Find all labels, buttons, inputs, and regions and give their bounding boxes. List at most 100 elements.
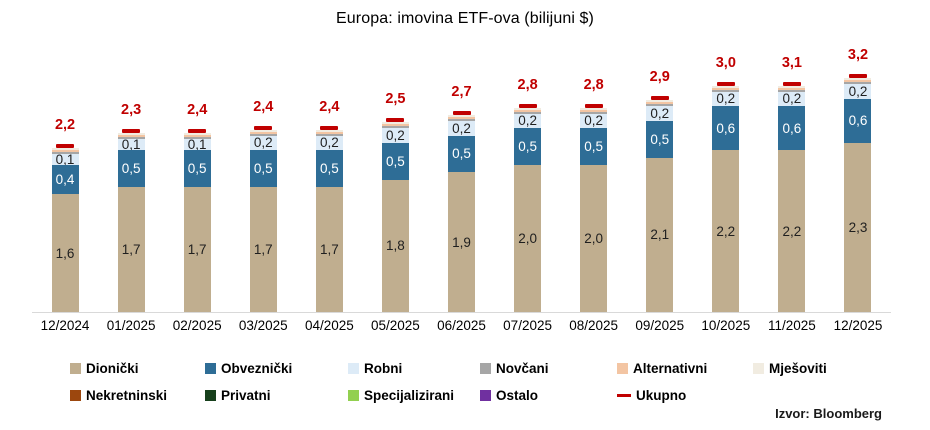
bar-column: 2,4 0,2 0,5 1,7 [230, 29, 296, 312]
bar-segment-robni: 0,2 [646, 106, 674, 121]
bar-segment-dionicki: 2,0 [514, 165, 542, 312]
total-label: 2,8 [583, 76, 604, 93]
x-axis-label: 02/2025 [172, 318, 222, 333]
bar-segment-dionicki: 2,2 [778, 150, 806, 312]
bar-segment-robni: 0,2 [315, 135, 343, 151]
legend-item-nekretninski: Nekretninski [70, 388, 205, 403]
bar-segment-obveznicki: 0,5 [448, 135, 475, 173]
legend-label: Dionički [86, 361, 139, 376]
x-axis-labels: 12/2024 01/2025 02/2025 03/2025 04/2025 05/20… [32, 318, 891, 333]
bar-segment-dionicki: 2,2 [712, 150, 740, 312]
obveznicki-swatch [205, 363, 216, 374]
bar-segment-dionicki: 1,7 [315, 187, 343, 312]
legend-item-specijalizirani: Specijalizirani [348, 388, 480, 403]
x-axis-label: 05/2025 [371, 318, 420, 333]
x-axis-label: 10/2025 [701, 318, 751, 333]
legend-label: Privatni [221, 388, 271, 403]
novcani-swatch [480, 363, 491, 374]
bar-segment-alternativni [315, 131, 343, 134]
chart-title: Europa: imovina ETF-ova (bilijuni $) [336, 10, 594, 27]
x-axis-label: 11/2025 [767, 318, 816, 333]
dionicki-swatch [70, 363, 81, 374]
bar-segment-mjesoviti [514, 107, 542, 110]
x-axis-label: 06/2025 [437, 318, 486, 333]
bar-segment-novcani [514, 111, 542, 114]
legend: Dionički Obveznički Robni Novčani Alternativ… [70, 361, 930, 403]
bar-segment-mjesoviti [580, 107, 608, 110]
bar-segment-novcani [448, 118, 475, 121]
x-axis-label: 12/2025 [833, 318, 883, 333]
legend-item-ukupno: Ukupno [617, 388, 753, 403]
legend-item-obveznicki: Obveznički [205, 361, 348, 376]
bar-segment-mjesoviti [249, 129, 277, 132]
total-label: 2,4 [319, 98, 340, 115]
bar-segment-obveznicki: 0,5 [315, 150, 343, 187]
mjesoviti-swatch [753, 363, 764, 374]
ukupno-marker [518, 103, 537, 108]
bar-segment-dionicki: 1,7 [183, 187, 211, 312]
bar-column: 2,3 0,1 0,5 1,7 [98, 29, 164, 312]
legend-label: Ukupno [636, 388, 687, 403]
bar-segment-novcani [381, 126, 409, 129]
bar-segment-mjesoviti [844, 78, 872, 81]
bar-segment-novcani [646, 104, 674, 107]
total-label: 2,9 [649, 69, 670, 86]
bar-segment-mjesoviti [778, 85, 806, 88]
bar-segment-alternativni [51, 150, 79, 153]
bar-segment-novcani [117, 137, 145, 140]
total-label: 2,4 [253, 98, 274, 115]
bar-column: 2,2 0,1 0,4 1,6 [32, 29, 98, 312]
bar-segment-dionicki: 1,9 [448, 172, 475, 312]
bar-segment-robni: 0,1 [51, 153, 79, 166]
bar-segment-alternativni [381, 124, 409, 127]
bar-segment-obveznicki: 0,5 [580, 128, 608, 165]
ukupno-marker [254, 125, 273, 130]
ukupno-dash-swatch [617, 394, 631, 397]
legend-label: Mješoviti [769, 361, 827, 376]
bar-segment-obveznicki: 0,5 [117, 150, 145, 187]
total-label: 2,5 [385, 91, 406, 108]
privatni-swatch [205, 390, 216, 401]
bar-column: 2,8 0,2 0,5 2,0 [561, 29, 627, 312]
bar-segment-alternativni [844, 80, 872, 83]
bar-segment-robni: 0,2 [844, 84, 872, 99]
x-axis-label: 07/2025 [503, 318, 552, 333]
bar-segment-alternativni [580, 109, 608, 112]
bar-segment-alternativni [646, 102, 674, 105]
legend-item-privatni: Privatni [205, 388, 348, 403]
bar-column: 2,4 0,2 0,5 1,7 [296, 29, 362, 312]
bar-segment-robni: 0,2 [580, 113, 608, 129]
x-axis-label: 09/2025 [635, 318, 685, 333]
bar-segment-obveznicki: 0,5 [381, 142, 409, 180]
bar-segment-alternativni [448, 116, 475, 119]
bar-column: 2,5 0,2 0,5 1,8 [362, 29, 428, 312]
bar-segment-alternativni [778, 87, 806, 90]
legend-label: Alternativni [633, 361, 708, 376]
x-axis-label: 04/2025 [304, 318, 354, 333]
bar-segment-robni: 0,2 [514, 113, 542, 129]
bar-segment-robni: 0,1 [117, 138, 145, 151]
total-label: 2,4 [187, 102, 208, 119]
legend-label: Ostalo [496, 388, 539, 403]
bar-column: 2,4 0,1 0,5 1,7 [164, 29, 230, 312]
bar-segment-robni: 0,2 [712, 91, 740, 107]
bar-segment-obveznicki: 0,5 [249, 150, 277, 187]
legend-item-alternativni: Alternativni [617, 361, 753, 376]
total-label: 2,8 [517, 76, 538, 93]
legend-label: Novčani [496, 361, 549, 376]
ukupno-marker [584, 103, 603, 108]
bar-segment-dionicki: 2,1 [646, 157, 674, 312]
ukupno-marker [56, 144, 75, 149]
ukupno-marker [122, 129, 141, 134]
bar-column: 3,2 0,2 0,6 2,3 [825, 29, 891, 312]
bar-segment-novcani [778, 89, 806, 92]
bar-segment-mjesoviti [315, 129, 343, 132]
bar-segment-alternativni [249, 131, 277, 134]
bar-segment-dionicki: 1,8 [381, 179, 409, 312]
x-axis-label: 12/2024 [40, 318, 90, 333]
bar-segment-novcani [51, 152, 79, 155]
total-label: 3,0 [715, 54, 736, 71]
total-label: 2,3 [121, 102, 142, 119]
bar-segment-novcani [315, 133, 343, 136]
